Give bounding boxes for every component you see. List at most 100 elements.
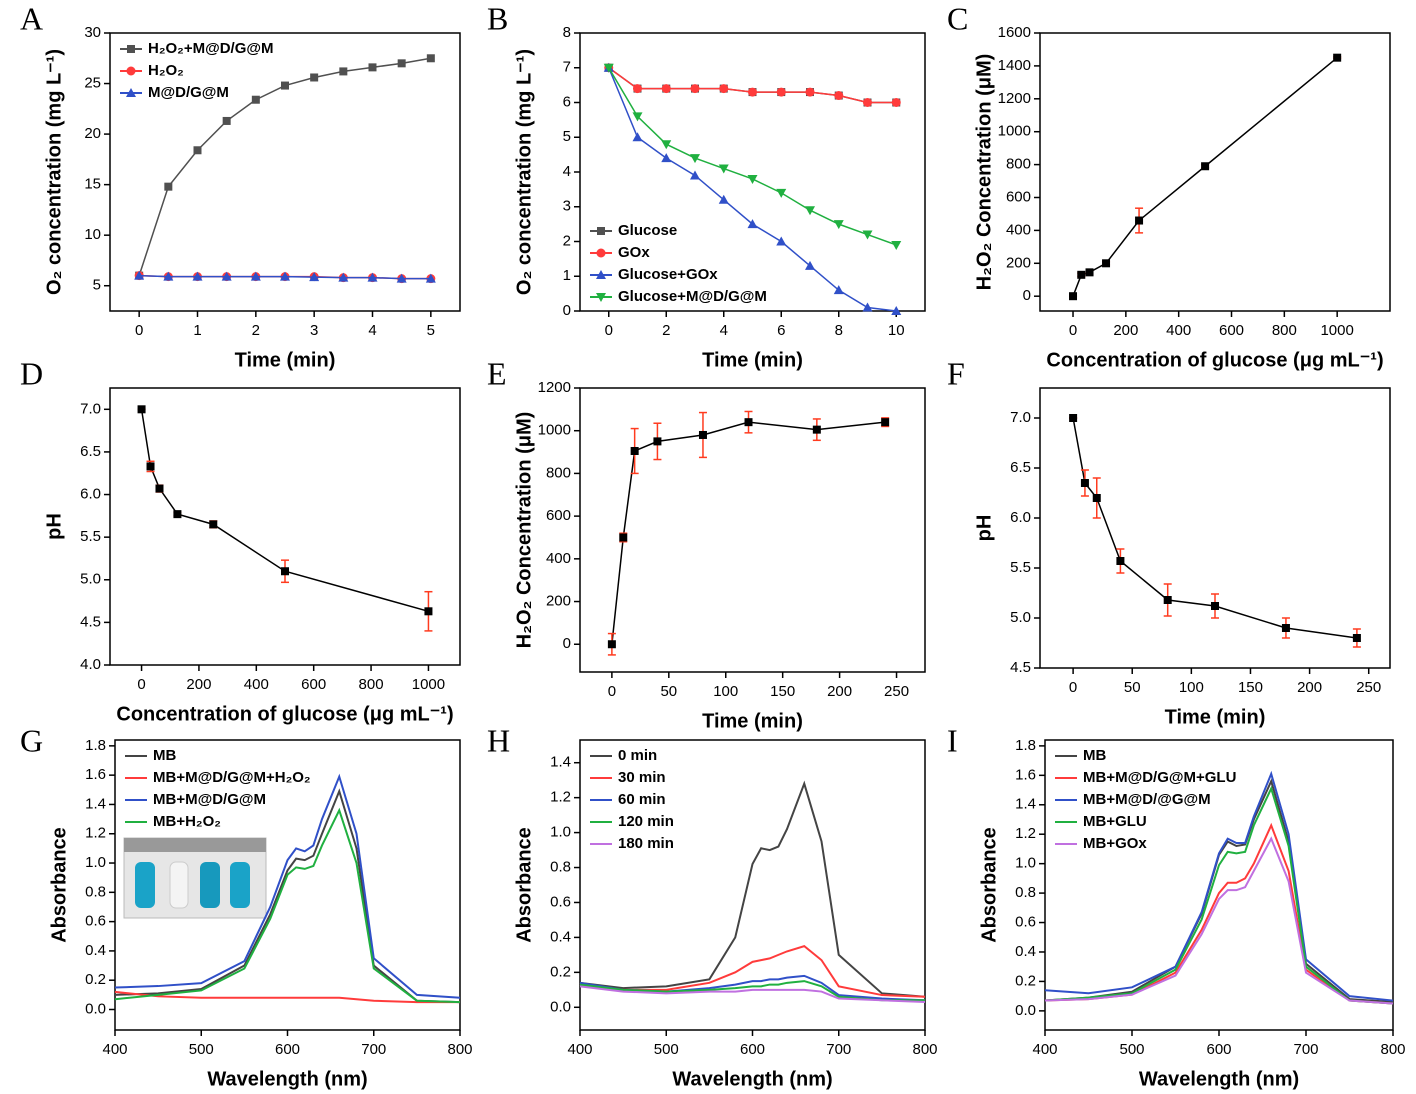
panel-label: I <box>947 722 958 758</box>
y-tick-label: 6 <box>563 93 571 110</box>
y-tick-label: 0.6 <box>85 913 106 930</box>
y-tick-label: 1.8 <box>85 737 106 754</box>
marker <box>367 272 378 282</box>
x-tick-label: 600 <box>1206 1041 1231 1058</box>
marker <box>1135 216 1144 225</box>
marker <box>155 484 164 493</box>
legend-label: MB+H₂O₂ <box>153 813 221 830</box>
marker <box>633 84 642 94</box>
marker <box>596 270 606 279</box>
series-line <box>579 985 926 1004</box>
marker <box>137 405 146 414</box>
x-tick-label: 400 <box>1166 322 1191 339</box>
x-tick-label: 700 <box>1293 1041 1318 1058</box>
marker <box>222 116 231 125</box>
marker <box>862 302 873 312</box>
marker <box>776 188 787 198</box>
x-axis-label: Time (min) <box>702 710 803 732</box>
marker <box>1201 162 1210 171</box>
y-tick-label: 7.0 <box>80 400 101 417</box>
x-tick-label: 800 <box>447 1041 472 1058</box>
x-axis-label: Wavelength (nm) <box>1139 1068 1299 1090</box>
marker <box>1092 494 1101 502</box>
y-tick-label: 4.0 <box>80 656 101 673</box>
y-axis-label: Absorbance <box>513 827 535 943</box>
marker <box>718 164 729 174</box>
y-axis-label: H₂O₂ Concentration (μM) <box>973 54 995 291</box>
legend-label: MB+M@D/G@M <box>153 791 266 808</box>
legend-label: MB <box>153 747 176 764</box>
y-tick-label: 5.5 <box>80 528 101 545</box>
x-tick-label: 5 <box>427 322 435 339</box>
y-tick-label: 1000 <box>998 123 1031 140</box>
tube <box>169 861 189 909</box>
x-tick-label: 0 <box>137 676 145 693</box>
y-tick-label: 1200 <box>998 90 1031 107</box>
legend-label: 180 min <box>618 835 674 852</box>
marker <box>805 206 815 216</box>
y-tick-label: 15 <box>84 176 101 193</box>
y-tick-label: 400 <box>546 550 571 567</box>
y-tick-label: 0.2 <box>1015 972 1036 989</box>
x-tick-label: 150 <box>770 683 795 700</box>
x-tick-label: 6 <box>777 322 785 339</box>
marker <box>690 84 700 94</box>
marker <box>744 418 753 427</box>
marker <box>1069 414 1078 422</box>
marker <box>603 63 614 73</box>
plot-frame <box>109 32 461 312</box>
marker <box>221 271 232 281</box>
panel-label: F <box>947 355 965 391</box>
x-tick-label: 800 <box>1380 1041 1405 1058</box>
y-tick-label: 25 <box>84 75 101 92</box>
x-tick-label: 1 <box>193 322 201 339</box>
marker <box>164 182 173 191</box>
x-tick-label: 700 <box>361 1041 386 1058</box>
marker <box>281 81 289 90</box>
y-tick-label: 4.5 <box>80 613 101 630</box>
marker <box>368 63 377 72</box>
x-tick-label: 400 <box>567 1041 592 1058</box>
x-tick-label: 1000 <box>1320 322 1353 339</box>
marker <box>661 153 672 163</box>
legend-label: MB+M@D/G@M+GLU <box>1083 769 1236 786</box>
y-axis-label: O₂ concentration (mg L⁻¹) <box>43 49 65 295</box>
y-axis-label: O₂ concentration (mg L⁻¹) <box>513 49 535 295</box>
y-axis-label: H₂O₂ Concentration (μM) <box>513 412 535 649</box>
x-tick-label: 600 <box>740 1041 765 1058</box>
y-tick-label: 7 <box>563 59 571 76</box>
marker <box>126 88 136 97</box>
inset-photo <box>123 837 267 919</box>
marker <box>776 87 786 97</box>
y-tick-label: 200 <box>546 593 571 610</box>
x-axis-label: Time (min) <box>235 349 336 371</box>
y-tick-label: 0.8 <box>550 858 571 875</box>
x-tick-label: 100 <box>713 683 738 700</box>
y-tick-label: 5 <box>93 277 101 294</box>
y-tick-label: 1.6 <box>1015 766 1036 783</box>
x-tick-label: 0 <box>1069 322 1077 339</box>
y-tick-label: 6.5 <box>80 443 101 460</box>
marker <box>748 87 757 97</box>
y-tick-label: 1.2 <box>550 789 571 806</box>
marker <box>193 146 202 155</box>
x-tick-label: 50 <box>1124 679 1141 696</box>
y-tick-label: 1.0 <box>85 854 106 871</box>
y-tick-label: 200 <box>1006 254 1031 271</box>
x-tick-label: 500 <box>189 1041 214 1058</box>
marker <box>146 462 155 471</box>
marker <box>632 132 643 142</box>
x-axis-label: Concentration of glucose (μg mL⁻¹) <box>1046 349 1383 371</box>
legend-label: Glucose+M@D/G@M <box>618 288 767 305</box>
marker <box>1352 634 1361 642</box>
marker <box>396 273 407 283</box>
marker <box>653 437 662 446</box>
legend-label: MB+M@D/G@M+H₂O₂ <box>153 769 311 786</box>
marker <box>596 293 606 302</box>
x-axis-label: Wavelength (nm) <box>207 1068 367 1090</box>
x-tick-label: 2 <box>252 322 260 339</box>
plot-frame <box>1039 32 1391 312</box>
y-tick-label: 0.4 <box>85 942 106 959</box>
y-tick-label: 0 <box>563 302 571 319</box>
